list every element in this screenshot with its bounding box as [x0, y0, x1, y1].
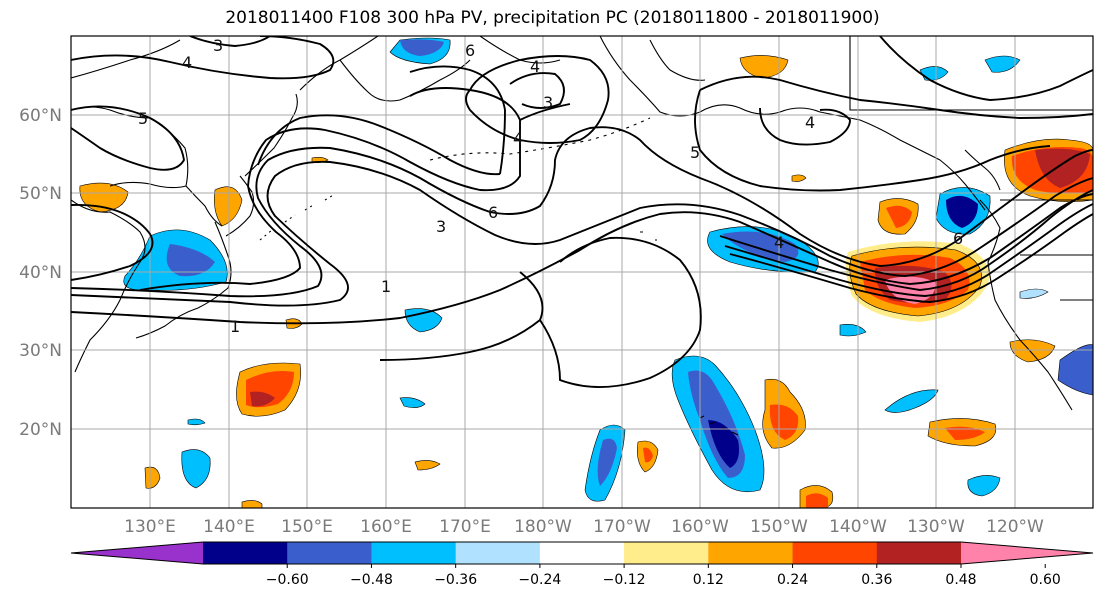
colorbar-tick-label: −0.48: [350, 572, 393, 588]
colorbar-tick-label: 0.36: [861, 572, 892, 588]
lat-label: 30°N: [19, 341, 62, 361]
contour-label: 4: [530, 57, 540, 76]
colorbar-tick-label: −0.36: [434, 572, 477, 588]
lon-label: 130°W: [907, 517, 965, 537]
colorbar-outline: [70, 541, 1094, 565]
contour-label: 4: [774, 233, 784, 252]
contour-label: 3: [213, 36, 223, 55]
longitude-labels: 130°E 140°E 150°E 160°E 170°E 180°W 170°…: [124, 517, 1044, 537]
colorbar-segment: [203, 542, 288, 564]
contour-label: 4: [513, 129, 523, 148]
lon-label: 180°W: [514, 517, 572, 537]
map-title: 2018011400 F108 300 hPa PV, precipitatio…: [225, 8, 880, 28]
lon-label: 160°W: [671, 517, 729, 537]
contour-label: 5: [690, 143, 700, 162]
lat-label: 60°N: [19, 106, 62, 126]
colorbar-segment: [708, 542, 794, 564]
colorbar-segment: [876, 542, 962, 564]
contour-label: 4: [182, 53, 192, 72]
colorbar: −0.60 −0.48 −0.36 −0.24 −0.12 0.12 0.24 0.36 0.4…: [70, 541, 1094, 588]
colorbar-tick-label: −0.12: [603, 572, 646, 588]
colorbar-tick-label: 0.12: [693, 572, 724, 588]
map-frame: [70, 35, 1094, 509]
lon-label: 160°E: [360, 517, 412, 537]
colorbar-segment: [287, 542, 372, 564]
lon-label: 170°E: [439, 517, 491, 537]
latitude-labels: 60°N 50°N 40°N 30°N 20°N: [19, 106, 62, 440]
colorbar-segment: [455, 542, 541, 564]
graticule: [71, 36, 1093, 508]
contour-label: 6: [465, 41, 475, 60]
contour-label: 3: [543, 93, 553, 112]
contour-label: 1: [230, 317, 240, 336]
lat-label: 40°N: [19, 263, 62, 283]
contour-label: 1: [381, 277, 391, 296]
lon-label: 130°E: [124, 517, 176, 537]
lon-label: 140°E: [203, 517, 255, 537]
contour-label: 5: [138, 109, 148, 128]
colorbar-tick-label: −0.24: [518, 572, 561, 588]
lat-label: 50°N: [19, 184, 62, 204]
colorbar-extension-high: [961, 542, 1093, 564]
contour-label: 6: [488, 203, 498, 222]
colorbar-segment: [624, 542, 709, 564]
colorbar-tick-label: 0.24: [777, 572, 808, 588]
colorbar-tick-label: 0.48: [945, 572, 976, 588]
lon-label: 140°W: [829, 517, 887, 537]
lon-label: 150°E: [281, 517, 333, 537]
colorbar-tick-label: 0.60: [1030, 572, 1061, 588]
contour-labels: 3 4 6 4 3 5 4 5 6 4 3 1 1 6 4: [138, 36, 963, 336]
lat-label: 20°N: [19, 420, 62, 440]
colorbar-segment: [792, 542, 878, 564]
colorbar-tick-label: −0.60: [266, 572, 309, 588]
colorbar-segment: [371, 542, 457, 564]
colorbar-segment: [539, 542, 625, 564]
contour-label: 3: [436, 217, 446, 236]
contour-label: 6: [953, 229, 963, 248]
lon-label: 170°W: [593, 517, 651, 537]
pv-contours: [71, 36, 1093, 388]
colorbar-extension-low: [71, 542, 203, 564]
contour-label: 4: [805, 113, 815, 132]
lon-label: 120°W: [986, 517, 1044, 537]
lon-label: 150°W: [750, 517, 808, 537]
